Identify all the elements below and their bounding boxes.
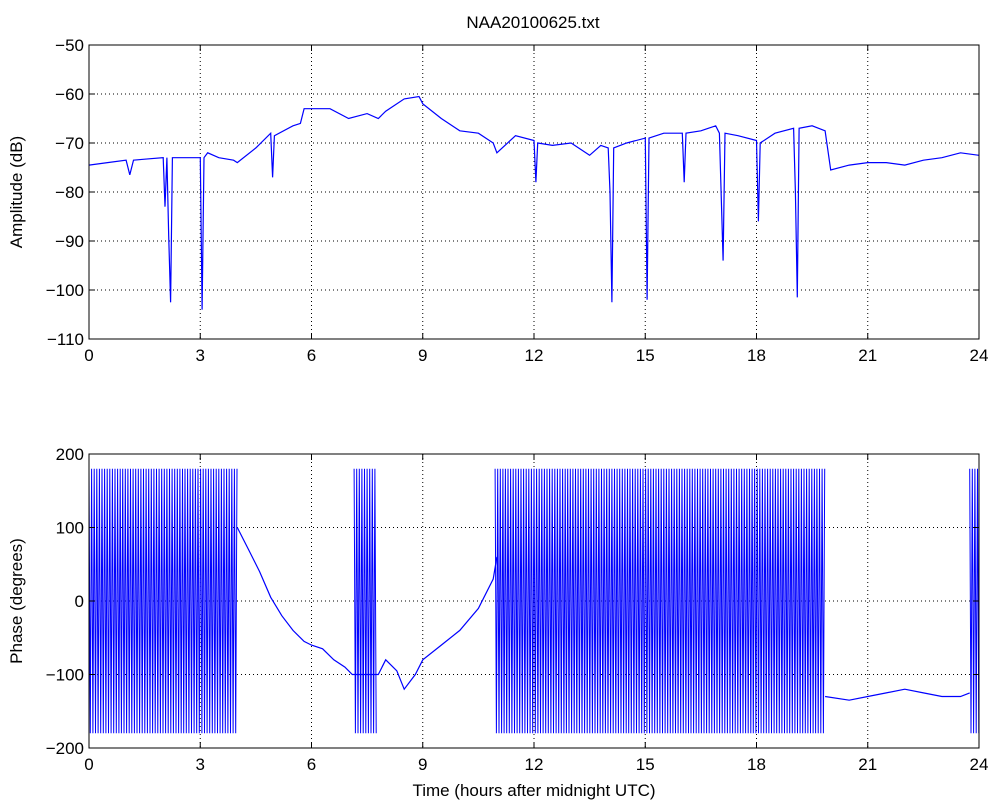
x-tick-label: 0 (84, 755, 93, 774)
x-tick-label: 12 (525, 346, 544, 365)
x-tick-label: 24 (970, 346, 989, 365)
y-tick-label: −70 (55, 134, 84, 153)
x-tick-label: 3 (196, 346, 205, 365)
x-tick-label: 9 (418, 346, 427, 365)
x-tick-label: 0 (84, 346, 93, 365)
y-tick-label: 200 (56, 445, 84, 464)
phase-ylabel: Phase (degrees) (7, 538, 26, 664)
phase-wrap-band (88, 468, 238, 734)
x-tick-label: 21 (858, 755, 877, 774)
phase-wrap-band (494, 468, 826, 734)
y-tick-label: −50 (55, 36, 84, 55)
x-tick-label: 6 (307, 346, 316, 365)
y-tick-label: −90 (55, 232, 84, 251)
x-tick-label: 3 (196, 755, 205, 774)
series-line (236, 527, 498, 691)
x-tick-label: 24 (970, 755, 989, 774)
x-tick-label: 15 (636, 346, 655, 365)
amplitude-ylabel: Amplitude (dB) (7, 136, 26, 248)
series-line (88, 95, 980, 310)
x-tick-label: 12 (525, 755, 544, 774)
x-tick-label: 18 (747, 346, 766, 365)
y-tick-label: −100 (46, 666, 84, 685)
y-tick-label: −100 (46, 281, 84, 300)
amplitude-plot: 0 3 6 9 12 15 18 21 24 −110 −100 −90 −80 −70 −60 −50 Am… (7, 36, 988, 365)
y-tick-label: −110 (47, 330, 84, 349)
phase-wrap-band (353, 468, 377, 734)
y-tick-label: −60 (55, 85, 84, 104)
phase-plot: 0 3 6 9 12 15 18 21 24 −200 −100 0 100 200 Phase (deg… (7, 445, 988, 800)
x-tick-label: 21 (858, 346, 877, 365)
y-tick-label: −80 (55, 183, 84, 202)
x-tick-label: 15 (636, 755, 655, 774)
series-line (825, 688, 970, 701)
figure-title: NAA20100625.txt (466, 13, 600, 32)
x-tick-label: 9 (418, 755, 427, 774)
y-tick-label: −200 (46, 739, 84, 758)
y-tick-label: 0 (75, 592, 84, 611)
x-tick-label: 18 (747, 755, 766, 774)
phase-xlabel: Time (hours after midnight UTC) (412, 781, 655, 800)
y-tick-label: 100 (56, 519, 84, 538)
x-tick-label: 6 (307, 755, 316, 774)
